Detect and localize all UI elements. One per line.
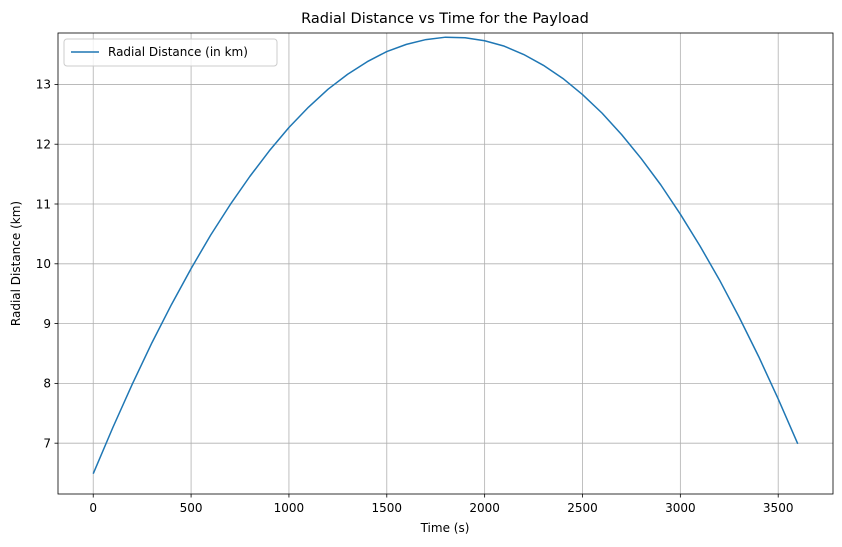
y-tick-label: 7: [43, 436, 51, 450]
x-tick-label: 1500: [372, 501, 403, 515]
x-tick-label: 2000: [469, 501, 500, 515]
y-tick-label: 10: [36, 257, 51, 271]
x-axis-ticks: 0 500 1000 1500 2000 2500 3000 3500: [89, 494, 793, 515]
x-tick-label: 2500: [567, 501, 598, 515]
x-tick-label: 3000: [665, 501, 696, 515]
y-tick-label: 11: [36, 197, 51, 211]
y-axis-label: Radial Distance (km): [9, 201, 23, 326]
series-layer: [92, 36, 799, 474]
x-tick-label: 500: [180, 501, 203, 515]
y-tick-label: 12: [36, 138, 51, 152]
y-tick-label: 13: [36, 78, 51, 92]
legend: Radial Distance (in km): [63, 38, 278, 67]
series-line: [92, 36, 799, 474]
grid: [58, 33, 833, 494]
chart-title: Radial Distance vs Time for the Payload: [301, 11, 589, 27]
legend-box: [63, 38, 278, 67]
x-tick-label: 0: [89, 501, 97, 515]
x-axis-label: Time (s): [420, 521, 470, 535]
y-tick-label: 8: [43, 377, 51, 391]
x-tick-label: 1000: [274, 501, 305, 515]
x-tick-label: 3500: [763, 501, 794, 515]
y-axis-ticks: 7 8 9 10 11 12 13: [36, 78, 58, 450]
legend-label: Radial Distance (in km): [108, 45, 248, 59]
y-tick-label: 9: [43, 317, 51, 331]
